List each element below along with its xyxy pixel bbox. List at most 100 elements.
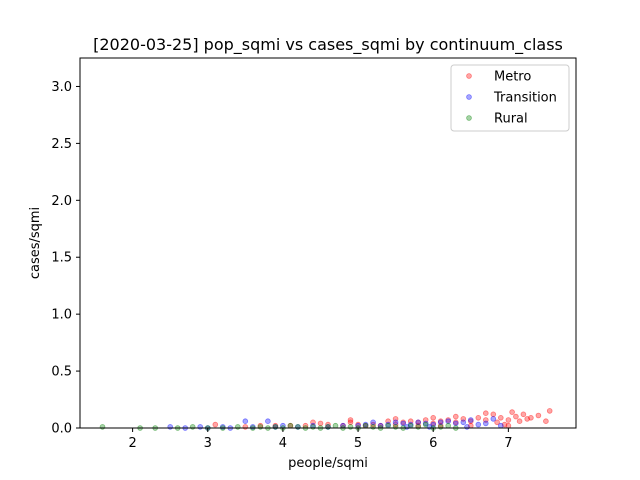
data-point-metro bbox=[482, 417, 489, 423]
data-point-rural bbox=[385, 422, 391, 429]
data-point-transition bbox=[385, 421, 391, 428]
data-point-transition bbox=[400, 420, 407, 427]
legend-marker-metro bbox=[466, 73, 472, 79]
data-point-rural bbox=[310, 424, 316, 430]
data-point-transition bbox=[242, 418, 249, 425]
data-point-transition bbox=[467, 417, 474, 423]
y-tick-label: 1.0 bbox=[51, 308, 72, 323]
data-point-transition bbox=[167, 424, 174, 430]
data-point-metro bbox=[347, 417, 354, 423]
data-point-rural bbox=[287, 422, 294, 429]
data-point-metro bbox=[317, 420, 324, 427]
data-point-rural bbox=[99, 424, 106, 430]
legend-label-rural: Rural bbox=[494, 112, 528, 127]
chart-title: [2020-03-25] pop_sqmi vs cases_sqmi by c… bbox=[93, 35, 563, 55]
data-point-transition bbox=[482, 420, 489, 427]
legend-marker-transition bbox=[466, 94, 472, 100]
x-tick-label: 2 bbox=[128, 436, 136, 451]
y-tick-label: 0.0 bbox=[51, 422, 72, 437]
legend-marker-rural bbox=[466, 115, 472, 121]
data-point-metro bbox=[452, 419, 459, 426]
data-point-rural bbox=[370, 424, 376, 430]
data-point-rural bbox=[415, 424, 422, 430]
data-point-metro bbox=[513, 413, 519, 420]
y-axis-label: cases/sqmi bbox=[28, 207, 43, 279]
data-point-transition bbox=[370, 419, 376, 426]
data-point-transition bbox=[422, 420, 429, 427]
y-tick-label: 0.5 bbox=[51, 365, 72, 380]
data-point-metro bbox=[355, 421, 361, 428]
data-point-metro bbox=[509, 409, 515, 415]
x-tick-label: 7 bbox=[504, 436, 512, 451]
y-tick-label: 2.0 bbox=[51, 194, 72, 209]
data-point-metro bbox=[460, 416, 467, 422]
data-point-rural bbox=[422, 421, 429, 428]
plot-frame bbox=[79, 57, 577, 429]
data-point-metro bbox=[490, 411, 497, 418]
data-point-rural bbox=[437, 424, 444, 430]
data-point-metro bbox=[392, 421, 399, 428]
legend: Metro Transition Rural bbox=[450, 64, 570, 132]
legend-label-metro: Metro bbox=[494, 70, 531, 85]
data-point-metro bbox=[467, 418, 474, 425]
data-point-metro bbox=[497, 414, 504, 421]
data-point-transition bbox=[430, 421, 437, 428]
data-point-metro bbox=[475, 414, 482, 421]
data-point-metro bbox=[524, 416, 530, 422]
data-point-metro bbox=[437, 418, 444, 425]
data-point-metro bbox=[516, 418, 523, 425]
x-axis-label: people/sqmi bbox=[288, 456, 368, 471]
data-point-metro bbox=[505, 417, 512, 423]
data-point-rural bbox=[332, 422, 339, 429]
y-tick-label: 1.5 bbox=[51, 251, 72, 266]
data-point-transition bbox=[407, 421, 414, 428]
data-point-rural bbox=[445, 422, 452, 429]
data-point-transition bbox=[437, 419, 444, 426]
data-point-rural bbox=[235, 424, 241, 430]
x-tick-label: 4 bbox=[279, 436, 287, 451]
points-layer bbox=[99, 408, 553, 431]
x-tick-label: 5 bbox=[354, 436, 362, 451]
x-tick-label: 3 bbox=[204, 436, 212, 451]
data-point-transition bbox=[362, 421, 369, 428]
data-point-transition bbox=[197, 424, 204, 430]
y-axis: 0.0 0.5 1.0 1.5 2.0 2.5 3.0 bbox=[51, 80, 80, 437]
data-point-transition bbox=[392, 419, 399, 426]
data-point-rural bbox=[325, 424, 331, 430]
data-point-metro bbox=[501, 421, 508, 428]
data-point-metro bbox=[347, 419, 354, 426]
data-point-rural bbox=[272, 424, 279, 430]
data-point-metro bbox=[415, 419, 422, 426]
y-tick-label: 2.5 bbox=[51, 137, 72, 152]
data-point-metro bbox=[543, 418, 549, 425]
x-axis: 2 3 4 5 6 7 bbox=[128, 428, 513, 451]
data-point-metro bbox=[430, 414, 437, 421]
data-point-metro bbox=[422, 417, 429, 423]
x-tick-label: 6 bbox=[429, 436, 437, 451]
data-point-transition bbox=[265, 418, 271, 425]
data-point-transition bbox=[497, 422, 504, 429]
data-point-transition bbox=[490, 416, 497, 422]
data-point-metro bbox=[520, 411, 527, 418]
data-point-rural bbox=[295, 424, 301, 430]
data-point-rural bbox=[257, 424, 264, 430]
data-point-metro bbox=[482, 410, 489, 417]
data-point-transition bbox=[464, 424, 470, 430]
legend-label-transition: Transition bbox=[493, 91, 557, 106]
data-point-metro bbox=[370, 421, 376, 428]
data-point-rural bbox=[362, 422, 369, 429]
y-tick-label: 3.0 bbox=[51, 80, 72, 95]
data-point-metro bbox=[310, 419, 316, 426]
data-point-rural bbox=[347, 424, 354, 430]
legend-box bbox=[450, 64, 570, 132]
data-point-metro bbox=[325, 421, 331, 428]
data-point-metro bbox=[445, 417, 452, 423]
data-point-metro bbox=[400, 419, 407, 426]
data-point-metro bbox=[212, 421, 219, 428]
data-point-metro bbox=[385, 418, 391, 425]
data-point-transition bbox=[445, 418, 452, 425]
data-point-metro bbox=[407, 418, 414, 425]
data-point-transition bbox=[415, 419, 422, 426]
data-point-transition bbox=[460, 419, 467, 426]
